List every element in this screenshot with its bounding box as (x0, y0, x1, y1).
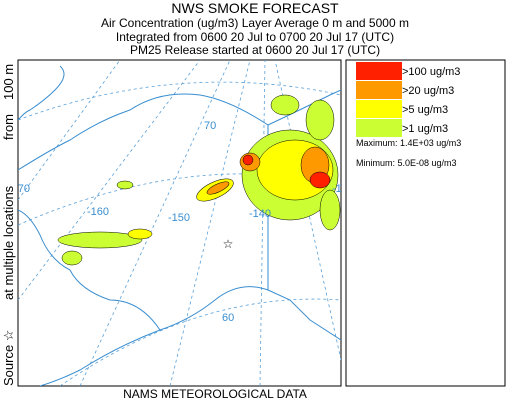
graticule (18, 60, 121, 201)
smoke-plumes (57, 94, 341, 266)
subtitle-line: PM25 Release started at 0600 20 Jul 17 (… (130, 43, 380, 57)
map-label: -160 (87, 206, 109, 218)
graticule (59, 298, 341, 386)
map: ☆ -170 -160 -150 -140 -130 70 60 (8, 59, 354, 387)
coastline (18, 65, 65, 121)
map-label: -150 (168, 212, 190, 224)
legend-swatch (356, 100, 402, 118)
legend-swatch (356, 81, 402, 99)
subtitle-line: Air Concentration (ug/m3) Layer Average … (101, 16, 409, 30)
source-marker: ☆ (223, 237, 234, 251)
side-label-part: from (1, 114, 16, 140)
legend: Maximum: 1.4E+03 ug/m3 Minimum: 5.0E-08 … (345, 59, 506, 387)
legend-label: >1 ug/m3 (402, 123, 448, 135)
legend-swatch (356, 62, 402, 80)
side-label-part: 100 m (1, 64, 16, 100)
legend-maximum: Maximum: 1.4E+03 ug/m3 (356, 138, 461, 148)
legend-swatch (356, 119, 402, 137)
legend-label: >5 ug/m3 (402, 104, 448, 116)
graticule (18, 60, 201, 301)
side-label-part: at multiple locations (1, 185, 16, 300)
map-content: ☆ -170 -160 -150 -140 -130 70 60 (8, 60, 354, 386)
footer: NAMS METEOROLOGICAL DATA (123, 387, 307, 401)
legend-minimum: Minimum: 5.0E-08 ug/m3 (356, 158, 457, 168)
graticule (18, 81, 341, 121)
coastline (18, 89, 341, 386)
title: NWS SMOKE FORECAST (171, 0, 339, 16)
side-label: Source ☆ at multiple locations from 100 m (1, 64, 16, 386)
graticule (169, 60, 251, 386)
map-label: -130 (332, 183, 354, 195)
side-label-part: Source ☆ (1, 330, 16, 386)
legend-label: >100 ug/m3 (402, 66, 460, 78)
map-label: 60 (222, 312, 234, 324)
graticule (259, 60, 266, 386)
map-label: 70 (204, 120, 216, 132)
map-label: -170 (8, 183, 30, 195)
map-label: -140 (249, 208, 271, 220)
legend-label: >20 ug/m3 (402, 85, 454, 97)
subtitle-line: Integrated from 0600 20 Jul to 0700 20 J… (116, 30, 394, 44)
